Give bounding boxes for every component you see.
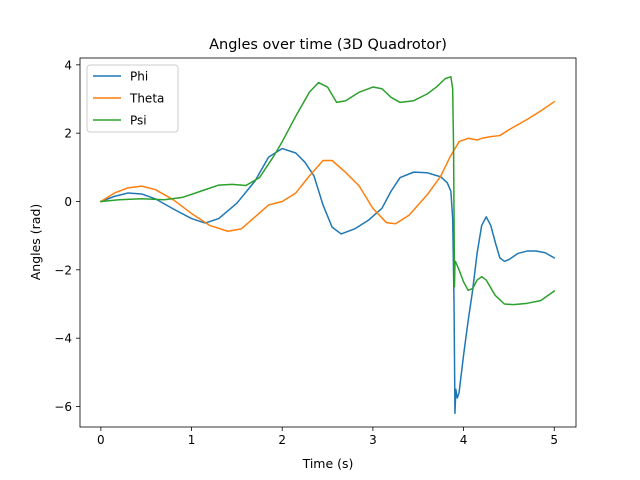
x-tick-label: 3 [369,433,377,447]
legend-label-theta: Theta [129,92,164,106]
y-tick-label: 4 [64,58,72,72]
y-tick-label: 0 [64,195,72,209]
series-layer [99,76,556,415]
x-tick-label: 5 [550,433,558,447]
y-tick-label: −2 [54,263,72,277]
y-tick-label: −6 [54,400,72,414]
chart-title: Angles over time (3D Quadrotor) [209,37,447,53]
legend-label-psi: Psi [130,114,147,128]
x-axis-label: Time (s) [302,456,354,471]
y-axis-label: Angles (rad) [28,204,43,281]
series-line-phi [99,147,556,415]
legend-box [86,64,179,133]
x-tick-label: 2 [278,433,286,447]
series-line-psi [100,76,556,306]
x-tick-label: 4 [460,433,468,447]
series-line-theta [99,100,556,232]
y-tick-label: −4 [54,332,72,346]
plot-area-frame [79,57,577,428]
x-tick-label: 1 [188,433,196,447]
legend: Phi Theta Psi [86,64,179,133]
x-axis-ticks: 0 1 2 3 4 5 [97,427,558,447]
x-tick-label: 0 [97,433,105,447]
legend-label-phi: Phi [130,70,148,84]
y-tick-label: 2 [64,127,72,141]
y-axis-ticks: −6 −4 −2 0 2 4 [54,58,80,414]
